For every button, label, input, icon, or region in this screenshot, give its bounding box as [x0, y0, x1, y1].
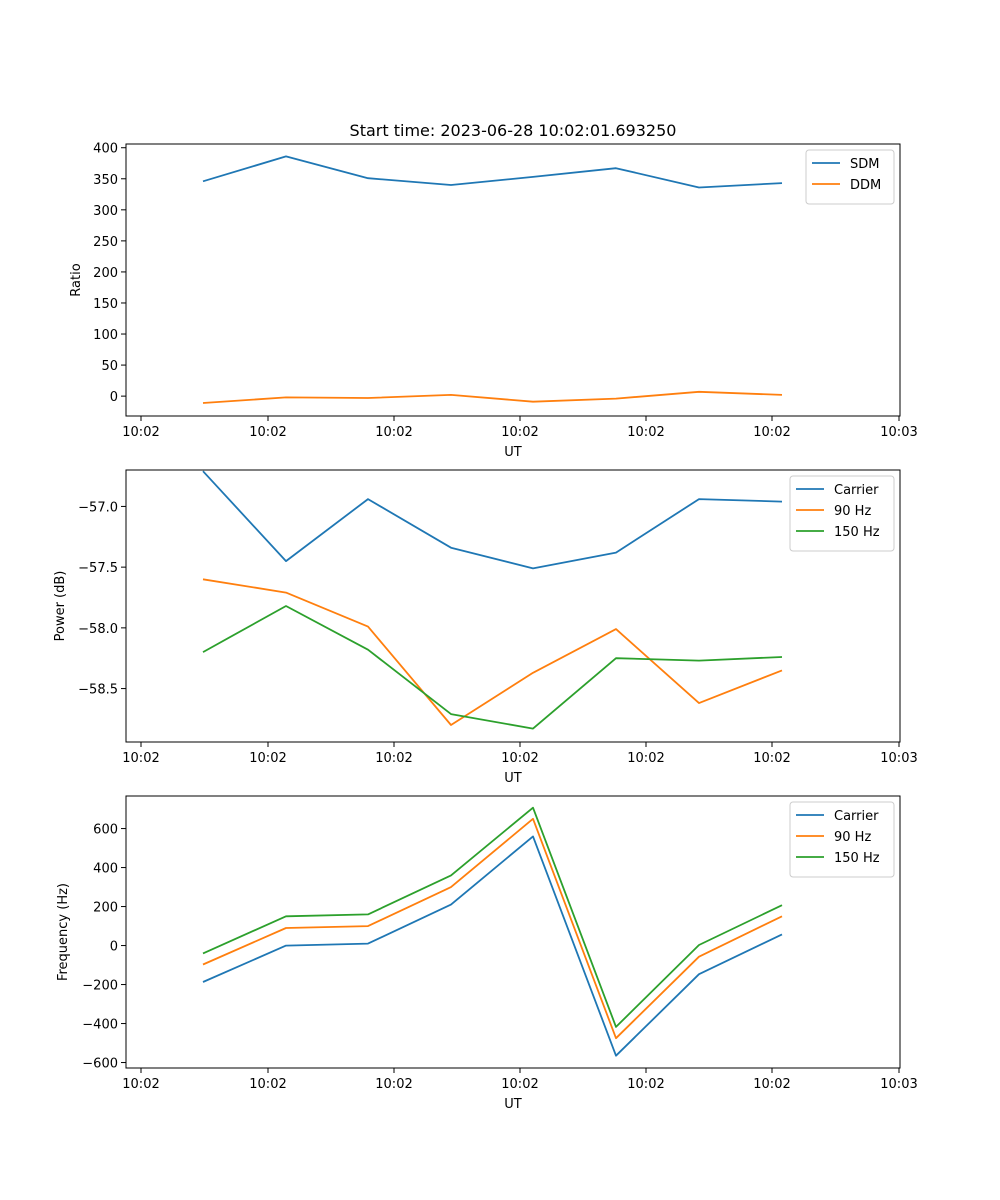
- x-tick-label: 10:02: [627, 1077, 664, 1092]
- y-tick-label: −200: [82, 979, 118, 994]
- y-tick-label: −58.5: [78, 683, 118, 698]
- series-line-150-hz: [202, 605, 783, 730]
- y-tick-label: 50: [101, 359, 118, 374]
- legend-label: 90 Hz: [834, 830, 871, 845]
- x-tick-label: 10:03: [880, 425, 917, 440]
- x-tick-label: 10:02: [501, 751, 538, 766]
- x-tick-label: 10:02: [501, 425, 538, 440]
- y-tick-label: −600: [82, 1057, 118, 1072]
- x-axis-label: UT: [504, 1097, 522, 1112]
- x-tick-label: 10:02: [501, 1077, 538, 1092]
- x-tick-label: 10:03: [880, 751, 917, 766]
- legend-label: Carrier: [834, 483, 879, 498]
- axes-frame: [125, 143, 901, 417]
- y-tick-label: −400: [82, 1018, 118, 1033]
- legend: Carrier 90 Hz 150 Hz: [789, 801, 895, 878]
- series-line-carrier: [202, 835, 783, 1057]
- legend-label: 150 Hz: [834, 525, 880, 540]
- y-tick-label: 150: [93, 297, 118, 312]
- y-tick-label: 200: [93, 901, 118, 916]
- y-tick-label: 200: [93, 266, 118, 281]
- legend-label: DDM: [850, 178, 881, 193]
- legend: Carrier 90 Hz 150 Hz: [789, 475, 895, 552]
- y-tick-label: 0: [110, 390, 118, 405]
- series-line-carrier: [202, 470, 783, 570]
- y-tick-label: 300: [93, 204, 118, 219]
- x-axis-label: UT: [504, 445, 522, 460]
- x-tick-label: 10:02: [753, 425, 790, 440]
- legend-box: [789, 801, 895, 878]
- y-axis-label: Frequency (Hz): [56, 883, 71, 981]
- plot-2: 10:02 10:02 10:02 10:02 10:02 10:02 10:03 −58.5…: [53, 469, 918, 786]
- plot-3: 10:02 10:02 10:02 10:02 10:02 10:02 10:03 −600 −…: [56, 795, 918, 1112]
- y-axis-label: Ratio: [69, 263, 84, 296]
- axes-frame: [125, 469, 901, 743]
- y-tick-label: 250: [93, 235, 118, 250]
- y-tick-label: 600: [93, 823, 118, 838]
- x-tick-label: 10:02: [627, 425, 664, 440]
- x-tick-label: 10:02: [375, 751, 412, 766]
- x-axis-label: UT: [504, 771, 522, 786]
- y-tick-label: −57.0: [78, 500, 118, 515]
- x-tick-label: 10:02: [249, 425, 286, 440]
- series-line-90-hz: [202, 578, 783, 726]
- series-line-90-hz: [202, 817, 783, 1040]
- y-tick-label: 350: [93, 173, 118, 188]
- series-line-150-hz: [202, 806, 783, 1028]
- legend-label: Carrier: [834, 809, 879, 824]
- y-tick-label: 100: [93, 328, 118, 343]
- series-line-sdm: [202, 155, 783, 189]
- y-tick-label: 0: [110, 940, 118, 955]
- y-tick-label: 400: [93, 862, 118, 877]
- axes-frame: [125, 795, 901, 1069]
- legend-label: 90 Hz: [834, 504, 871, 519]
- plot-1: 10:02 10:02 10:02 10:02 10:02 10:02 10:03 0 50 10…: [69, 142, 918, 460]
- x-tick-label: 10:02: [122, 1077, 159, 1092]
- y-tick-label: −58.0: [78, 622, 118, 637]
- series-line-ddm: [202, 390, 783, 404]
- legend-label: SDM: [850, 157, 879, 172]
- x-tick-label: 10:03: [880, 1077, 917, 1092]
- x-tick-label: 10:02: [753, 751, 790, 766]
- x-tick-label: 10:02: [627, 751, 664, 766]
- x-tick-label: 10:02: [122, 425, 159, 440]
- y-axis-label: Power (dB): [53, 571, 68, 642]
- x-tick-label: 10:02: [249, 1077, 286, 1092]
- legend-box: [789, 475, 895, 552]
- legend: SDM DDM: [805, 149, 895, 205]
- chart-title: Start time: 2023-06-28 10:02:01.693250: [350, 121, 677, 140]
- y-tick-label: −57.5: [78, 561, 118, 576]
- legend-label: 150 Hz: [834, 851, 880, 866]
- x-tick-label: 10:02: [249, 751, 286, 766]
- x-tick-label: 10:02: [375, 1077, 412, 1092]
- x-tick-label: 10:02: [375, 425, 412, 440]
- x-tick-label: 10:02: [753, 1077, 790, 1092]
- x-tick-label: 10:02: [122, 751, 159, 766]
- plots: 10:02 10:02 10:02 10:02 10:02 10:02 10:03 0 50 10…: [53, 142, 918, 1112]
- y-tick-label: 400: [93, 142, 118, 157]
